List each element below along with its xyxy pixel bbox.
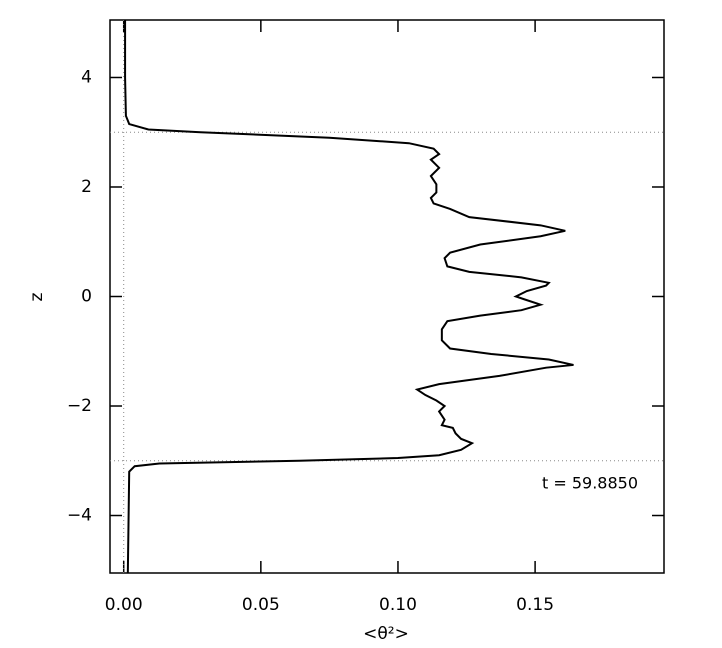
- x-axis-label: <θ²>: [363, 624, 409, 644]
- annotation: t = 59.8850: [542, 474, 638, 493]
- y-tick-label: 0: [81, 287, 92, 307]
- data-line: [124, 20, 574, 574]
- y-tick-label: 2: [81, 177, 92, 197]
- x-tick-label: 0.10: [379, 595, 417, 615]
- y-tick-label: −2: [67, 396, 92, 416]
- y-tick-label: 4: [81, 67, 92, 87]
- x-tick-label: 0.05: [242, 595, 280, 615]
- y-tick-label: −4: [67, 506, 92, 526]
- x-tick-label: 0.15: [516, 595, 554, 615]
- x-tick-label: 0.00: [105, 595, 143, 615]
- y-axis-label: z: [27, 292, 47, 301]
